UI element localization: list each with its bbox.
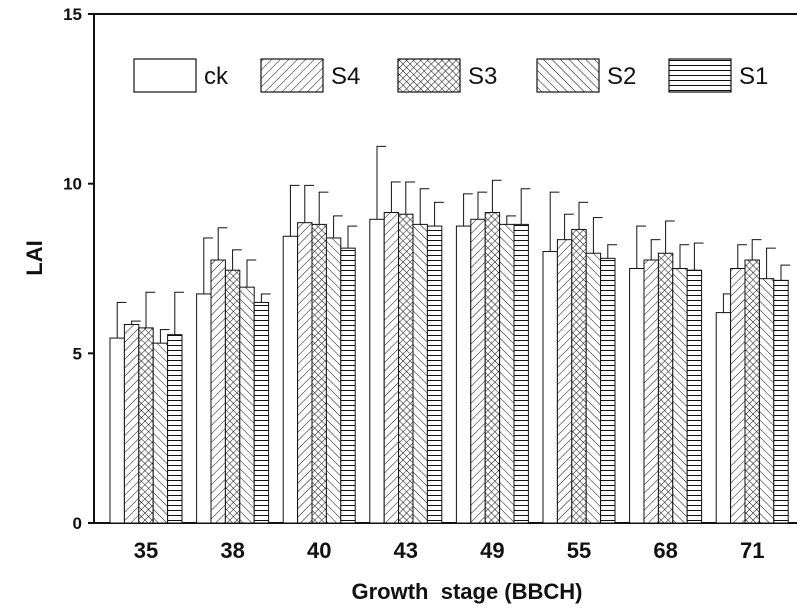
bar-s3-43 bbox=[398, 213, 414, 524]
bar-s1-55 bbox=[600, 257, 616, 524]
bar-s4-55 bbox=[556, 239, 573, 524]
bar-s4-35 bbox=[123, 323, 140, 524]
bar-s3-68 bbox=[657, 252, 674, 524]
x-tick-label: 40 bbox=[307, 538, 331, 563]
bar-s3-49 bbox=[484, 212, 501, 524]
bar-s3-38 bbox=[224, 269, 241, 524]
legend: ck S4 S3 S2 S1 bbox=[133, 58, 768, 93]
legend-label-s1: S1 bbox=[739, 63, 768, 90]
bar-s2-68 bbox=[672, 268, 688, 524]
legend-swatch-ck bbox=[133, 58, 197, 93]
bar-s3-55 bbox=[571, 228, 587, 524]
bar-s2-55 bbox=[585, 252, 602, 524]
y-tick-label: 0 bbox=[73, 514, 82, 533]
bar-s1-71 bbox=[773, 279, 789, 524]
x-tick-label: 55 bbox=[567, 538, 591, 563]
bar-s4-40 bbox=[297, 222, 313, 524]
legend-label-s4: S4 bbox=[331, 63, 360, 90]
bar-s1-38 bbox=[253, 301, 270, 524]
bar-s1-40 bbox=[340, 247, 356, 524]
x-tick-label: 49 bbox=[480, 538, 504, 563]
bar-s2-43 bbox=[412, 223, 428, 524]
bar-s2-35 bbox=[152, 342, 169, 524]
bar-ck-43 bbox=[369, 218, 385, 524]
x-tick-label: 71 bbox=[740, 538, 764, 563]
legend-swatch-s3 bbox=[397, 58, 461, 93]
x-axis-title: Growth stage (BBCH) bbox=[352, 579, 583, 604]
y-axis-title: LAI bbox=[22, 240, 47, 275]
bar-s1-35 bbox=[167, 334, 183, 524]
bar-s2-49 bbox=[499, 223, 515, 524]
legend-label-s2: S2 bbox=[607, 63, 636, 90]
bar-s4-38 bbox=[210, 259, 226, 524]
y-tick-label: 15 bbox=[63, 5, 82, 24]
bar-ck-49 bbox=[455, 225, 472, 524]
x-tick-label: 38 bbox=[220, 538, 244, 563]
bar-s1-68 bbox=[686, 269, 703, 524]
bar-s1-43 bbox=[426, 225, 443, 524]
bar-ck-71 bbox=[715, 312, 732, 524]
bar-s4-71 bbox=[730, 268, 746, 524]
legend-label-ck: ck bbox=[204, 63, 229, 90]
bar-s4-68 bbox=[643, 259, 659, 524]
y-tick-label: 10 bbox=[63, 175, 82, 194]
bar-s2-71 bbox=[758, 278, 775, 524]
legend-swatch-s2 bbox=[536, 58, 600, 93]
bar-s2-38 bbox=[239, 286, 255, 524]
bar-s2-40 bbox=[325, 237, 342, 524]
bar-s4-43 bbox=[383, 212, 400, 524]
bar-ck-38 bbox=[196, 293, 212, 524]
y-tick-label: 5 bbox=[73, 344, 82, 363]
legend-label-s3: S3 bbox=[468, 63, 497, 90]
legend-swatch-s1 bbox=[668, 58, 732, 93]
bar-ck-40 bbox=[282, 235, 299, 524]
bar-s4-49 bbox=[470, 218, 486, 524]
bar-s3-40 bbox=[311, 223, 327, 524]
bar-ck-55 bbox=[542, 251, 558, 524]
x-tick-label: 35 bbox=[134, 538, 158, 563]
x-tick-label: 68 bbox=[653, 538, 677, 563]
bar-ck-68 bbox=[629, 268, 645, 524]
bar-s1-49 bbox=[513, 223, 529, 524]
legend-swatch-s4 bbox=[260, 58, 324, 93]
bar-ck-35 bbox=[109, 337, 125, 524]
x-tick-label: 43 bbox=[394, 538, 418, 563]
bar-s3-35 bbox=[138, 327, 154, 524]
plot-area: 0 5 10 15 35 38 40 43 49 55 68 71 bbox=[63, 5, 797, 563]
bar-s3-71 bbox=[744, 259, 760, 524]
